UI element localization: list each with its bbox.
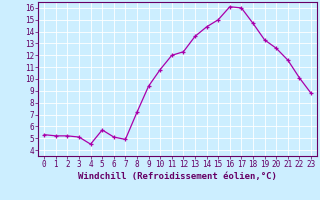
X-axis label: Windchill (Refroidissement éolien,°C): Windchill (Refroidissement éolien,°C) [78, 172, 277, 181]
